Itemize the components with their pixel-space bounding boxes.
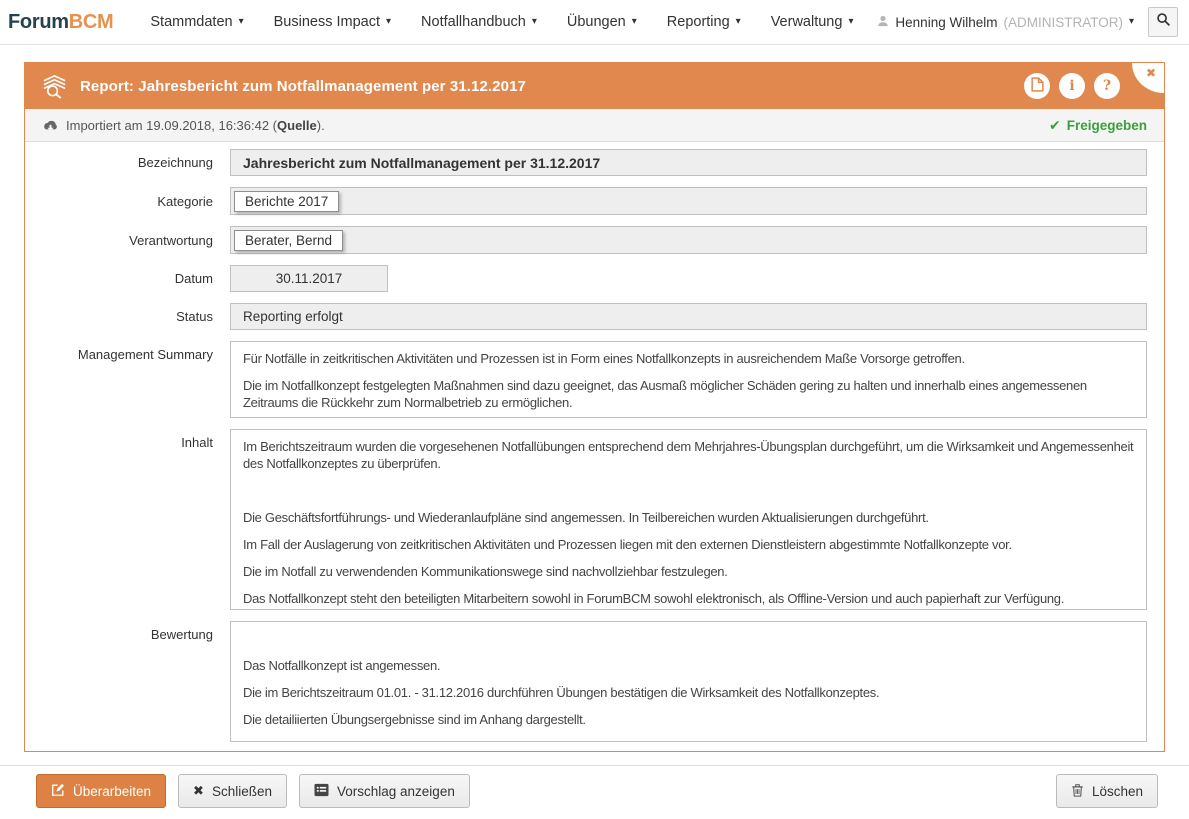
verantwortung-label: Verantwortung — [129, 232, 213, 248]
field-row-bewertung: Bewertung Das Notfallkonzept ist angemes… — [25, 621, 1147, 742]
released-label: Freigegeben — [1066, 117, 1147, 133]
field-row-datum: Datum 30.11.2017 — [25, 265, 1147, 292]
kategorie-label: Kategorie — [157, 193, 213, 209]
report-panel: Report: Jahresbericht zum Notfallmanagem… — [24, 62, 1165, 752]
field-row-inhalt: Inhalt Im Berichtszeitraum wurden die vo… — [25, 429, 1147, 610]
datum-label: Datum — [174, 271, 213, 286]
import-info-bar: Importiert am 19.09.2018, 16:36:42 (Quel… — [25, 109, 1164, 142]
report-panel-header: Report: Jahresbericht zum Notfallmanagem… — [25, 63, 1164, 109]
user-icon — [877, 15, 889, 30]
chevron-down-icon: ▾ — [531, 16, 537, 27]
vorschlag-anzeigen-button[interactable]: Vorschlag anzeigen — [299, 774, 470, 808]
management-summary-label: Management Summary — [77, 347, 213, 362]
kategorie-field[interactable]: Berichte 2017 — [230, 187, 1147, 215]
loeschen-button[interactable]: Löschen — [1055, 774, 1158, 808]
management-summary-field[interactable]: Für Notfälle in zeitkritischen Aktivität… — [230, 341, 1147, 418]
field-row-kategorie: Kategorie Berichte 2017 — [25, 187, 1147, 215]
bewertung-field[interactable]: Das Notfallkonzept ist angemessen. Die im… — [230, 621, 1147, 742]
info-button[interactable]: i — [1059, 73, 1085, 99]
status-badge: ✔ Freigegeben — [1049, 117, 1147, 134]
pdf-export-button[interactable] — [1024, 73, 1050, 99]
menu-item-verwaltung[interactable]: Verwaltung ▾ — [770, 14, 854, 30]
chevron-down-icon: ▾ — [848, 16, 854, 27]
menu-item-business-impact[interactable]: Business Impact ▾ — [273, 14, 392, 30]
report-form: Bezeichnung Jahresbericht zum Notfallman… — [25, 142, 1164, 751]
pdf-icon — [1030, 77, 1044, 95]
status-field[interactable]: Reporting erfolgt — [230, 303, 1147, 330]
chevron-down-icon: ▾ — [1128, 16, 1134, 27]
chevron-down-icon: ▾ — [386, 16, 392, 27]
close-icon: ✖ — [1145, 66, 1156, 80]
ueberarbeiten-button[interactable]: Überarbeiten — [36, 774, 167, 808]
chevron-down-icon: ▾ — [631, 16, 637, 27]
logo-part-forum: Forum — [8, 10, 69, 33]
inhalt-label: Inhalt — [181, 435, 213, 450]
search-icon — [1156, 12, 1171, 32]
user-menu[interactable]: Henning Wilhelm (ADMINISTRATOR) ▾ — [877, 15, 1134, 30]
field-row-verantwortung: Verantwortung Berater, Bernd — [25, 226, 1147, 254]
app-logo[interactable]: ForumBCM — [8, 10, 114, 34]
page-title: Report: Jahresbericht zum Notfallmanagem… — [80, 77, 526, 95]
info-icon: i — [1069, 78, 1075, 94]
list-icon — [314, 783, 329, 800]
import-text: Importiert am 19.09.2018, 16:36:42 ( — [66, 117, 278, 133]
close-icon: ✖ — [193, 783, 204, 798]
user-name: Henning Wilhelm — [895, 14, 998, 30]
datum-field[interactable]: 30.11.2017 — [230, 265, 388, 292]
close-button[interactable]: ✖ — [1132, 63, 1164, 93]
kategorie-chip[interactable]: Berichte 2017 — [234, 190, 340, 212]
bezeichnung-label: Bezeichnung — [137, 155, 213, 170]
bezeichnung-field[interactable]: Jahresbericht zum Notfallmanagement per … — [230, 149, 1147, 176]
logo-part-bcm: BCM — [68, 10, 114, 33]
import-text-suffix: ). — [316, 117, 325, 133]
report-stack-icon — [41, 74, 68, 99]
menu-item-uebungen[interactable]: Übungen ▾ — [566, 14, 637, 30]
menu-item-notfallhandbuch[interactable]: Notfallhandbuch ▾ — [421, 14, 537, 30]
top-nav: ForumBCM Stammdaten ▾ Business Impact ▾ No… — [0, 0, 1189, 45]
search-button[interactable] — [1148, 7, 1178, 37]
check-icon: ✔ — [1048, 116, 1061, 133]
action-bar: Überarbeiten ✖ Schließen Vorschlag anzei… — [0, 765, 1189, 808]
status-label: Status — [176, 309, 213, 324]
user-role: (ADMINISTRATOR) — [1003, 14, 1123, 30]
help-button[interactable]: ? — [1094, 73, 1120, 99]
menu-item-stammdaten[interactable]: Stammdaten ▾ — [150, 14, 244, 30]
schliessen-button[interactable]: ✖ Schließen — [178, 774, 287, 808]
source-link[interactable]: Quelle — [277, 117, 317, 133]
verantwortung-field[interactable]: Berater, Bernd — [230, 226, 1147, 254]
edit-icon — [51, 783, 65, 800]
main-menu: Stammdaten ▾ Business Impact ▾ Notfallhand… — [135, 0, 868, 45]
help-icon: ? — [1102, 78, 1112, 94]
menu-item-reporting[interactable]: Reporting ▾ — [666, 14, 741, 30]
trash-icon — [1071, 783, 1084, 800]
field-row-status: Status Reporting erfolgt — [25, 303, 1147, 330]
chevron-down-icon: ▾ — [238, 16, 244, 27]
field-row-management-summary: Management Summary Für Notfälle in zeitk… — [25, 341, 1147, 418]
verantwortung-chip[interactable]: Berater, Bernd — [234, 229, 344, 251]
field-row-bezeichnung: Bezeichnung Jahresbericht zum Notfallman… — [25, 149, 1147, 176]
chevron-down-icon: ▾ — [735, 16, 741, 27]
bewertung-label: Bewertung — [150, 627, 213, 642]
inhalt-field[interactable]: Im Berichtszeitraum wurden die vorgesehe… — [230, 429, 1147, 610]
cloud-download-icon — [42, 119, 59, 132]
